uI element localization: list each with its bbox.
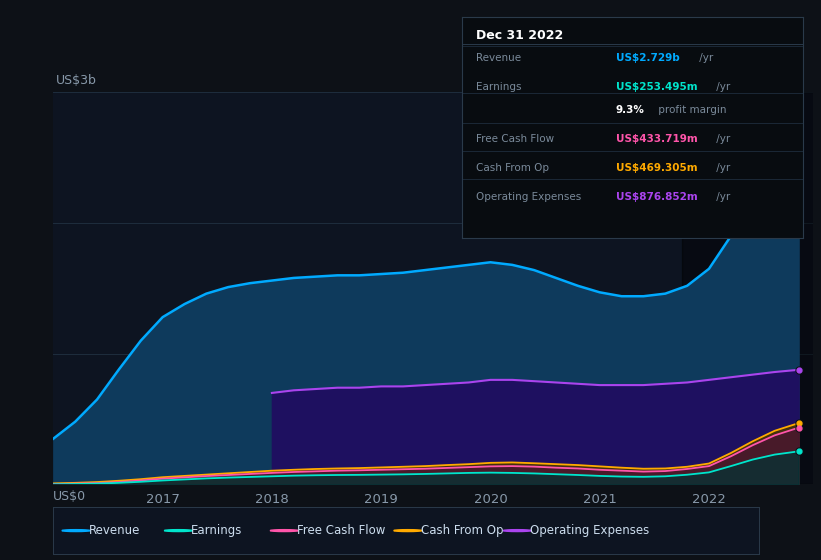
Circle shape: [394, 530, 422, 531]
Circle shape: [62, 530, 90, 531]
Text: /yr: /yr: [695, 53, 713, 63]
Text: US$2.729b: US$2.729b: [616, 53, 679, 63]
Text: Earnings: Earnings: [476, 82, 521, 92]
Text: US$3b: US$3b: [56, 74, 97, 87]
Bar: [681, 92, 819, 484]
Text: US$0: US$0: [53, 489, 86, 503]
Text: US$433.719m: US$433.719m: [616, 134, 697, 144]
Text: 9.3%: 9.3%: [616, 105, 644, 115]
Text: Operating Expenses: Operating Expenses: [476, 192, 581, 202]
Text: Revenue: Revenue: [89, 524, 140, 537]
Text: Free Cash Flow: Free Cash Flow: [476, 134, 554, 144]
Circle shape: [503, 530, 531, 531]
Text: /yr: /yr: [713, 82, 730, 92]
Text: US$469.305m: US$469.305m: [616, 163, 697, 173]
Text: /yr: /yr: [713, 134, 730, 144]
Text: /yr: /yr: [713, 192, 730, 202]
Circle shape: [164, 530, 192, 531]
Text: Dec 31 2022: Dec 31 2022: [476, 29, 563, 42]
Text: US$253.495m: US$253.495m: [616, 82, 697, 92]
Text: Cash From Op: Cash From Op: [420, 524, 503, 537]
Text: Earnings: Earnings: [191, 524, 242, 537]
Text: /yr: /yr: [713, 163, 730, 173]
Text: Revenue: Revenue: [476, 53, 521, 63]
Text: US$876.852m: US$876.852m: [616, 192, 697, 202]
Text: Operating Expenses: Operating Expenses: [530, 524, 649, 537]
Text: profit margin: profit margin: [654, 105, 727, 115]
Text: Free Cash Flow: Free Cash Flow: [297, 524, 385, 537]
Text: Cash From Op: Cash From Op: [476, 163, 549, 173]
Circle shape: [270, 530, 298, 531]
